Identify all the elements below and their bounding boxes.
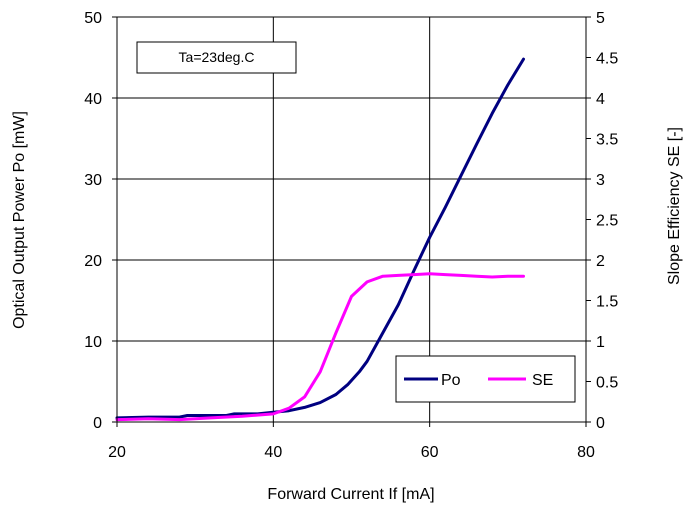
y-left-tick-label: 0 bbox=[93, 415, 102, 432]
annotation-frame bbox=[136, 41, 297, 74]
annotation-box: Ta=23deg.C bbox=[136, 41, 297, 74]
legend-label-po: Po bbox=[441, 372, 461, 389]
y-right-tick-label: 4 bbox=[596, 91, 605, 108]
y-right-tick-label: 3 bbox=[596, 172, 605, 189]
y-left-tick-label: 50 bbox=[84, 10, 102, 27]
y-left-tick-label: 30 bbox=[84, 172, 102, 189]
grid-lines bbox=[117, 17, 586, 422]
y-left-tick-label: 40 bbox=[84, 91, 102, 108]
x-axis-label: Forward Current If [mA] bbox=[267, 486, 434, 503]
x-tick-label: 60 bbox=[421, 444, 439, 461]
series-line-po bbox=[115, 57, 525, 420]
y-left-tick-label: 20 bbox=[84, 253, 102, 270]
series-layer bbox=[115, 57, 525, 422]
legend: Po SE bbox=[395, 355, 576, 403]
series-line-se bbox=[115, 272, 525, 422]
x-tick-label: 20 bbox=[108, 444, 126, 461]
y-right-tick-label: 1.5 bbox=[596, 294, 618, 311]
y-right-tick-label: 2 bbox=[596, 253, 605, 270]
annotation-text: Ta=23deg.C bbox=[179, 49, 255, 65]
y-right-tick-label: 2.5 bbox=[596, 213, 618, 230]
x-tick-label: 40 bbox=[264, 444, 282, 461]
y-axis-left-label: Optical Output Power Po [mW] bbox=[11, 111, 28, 329]
y-axis-right-label: Slope Efficiency SE [-] bbox=[666, 127, 683, 285]
y-left-tick-label: 10 bbox=[84, 334, 102, 351]
y-right-tick-label: 5 bbox=[596, 10, 605, 27]
y-right-tick-label: 0 bbox=[596, 415, 605, 432]
y-right-tick-label: 1 bbox=[596, 334, 605, 351]
legend-label-se: SE bbox=[532, 372, 553, 389]
y-right-tick-label: 0.5 bbox=[596, 375, 618, 392]
y-right-tick-label: 4.5 bbox=[596, 51, 618, 68]
y-right-tick-label: 3.5 bbox=[596, 132, 618, 149]
x-tick-label: 80 bbox=[577, 444, 595, 461]
